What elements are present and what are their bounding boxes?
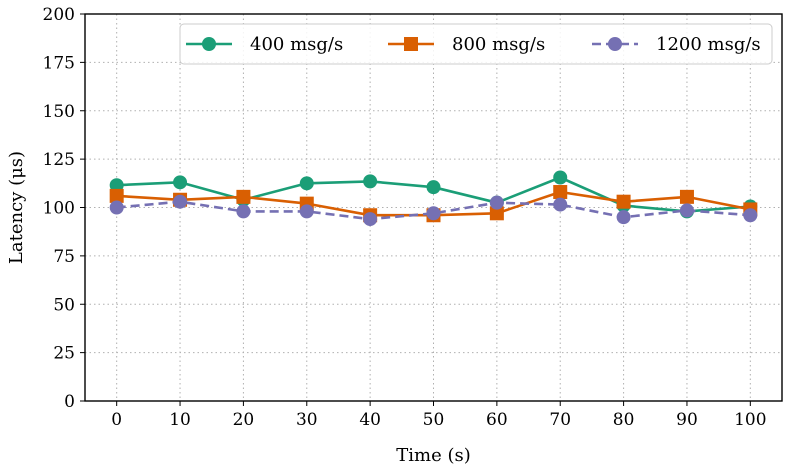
y-tick-label: 175: [43, 53, 75, 73]
series-line: [116, 200, 751, 221]
data-point: [236, 204, 251, 219]
data-point: [109, 200, 124, 215]
x-tick-label: 40: [359, 410, 381, 430]
data-point: [743, 208, 758, 223]
series-3: [109, 194, 758, 227]
legend-label: 1200 msg/s: [656, 34, 761, 55]
data-point: [616, 210, 631, 225]
x-tick-label: 50: [423, 410, 445, 430]
data-point: [426, 180, 441, 195]
x-tick-label: 70: [549, 410, 571, 430]
data-point: [109, 188, 124, 203]
x-tick-label: 30: [296, 410, 318, 430]
data-point: [299, 204, 314, 219]
data-point: [489, 206, 504, 221]
y-tick-label: 0: [64, 392, 75, 412]
legend-label: 400 msg/s: [250, 34, 343, 55]
x-tick-label: 10: [169, 410, 191, 430]
y-tick-label: 100: [43, 199, 75, 219]
y-tick-label: 25: [53, 344, 75, 364]
legend-marker: [608, 37, 622, 51]
legend-marker: [404, 37, 418, 51]
data-point: [236, 189, 251, 204]
x-tick-label: 100: [734, 410, 766, 430]
y-tick-label: 150: [43, 102, 75, 122]
legend-box: [179, 23, 773, 65]
data-point: [299, 176, 314, 191]
data-point: [489, 195, 504, 210]
data-point: [553, 170, 568, 185]
data-point: [679, 189, 694, 204]
y-tick-label: 75: [53, 247, 75, 267]
data-point: [616, 194, 631, 209]
x-tick-label: 0: [111, 410, 122, 430]
x-tick-label: 20: [233, 410, 255, 430]
series-layer: [109, 170, 758, 227]
data-point: [426, 206, 441, 221]
legend-entry: 1200 msg/s: [592, 34, 761, 55]
data-point: [363, 174, 378, 189]
y-tick-label: 200: [43, 5, 75, 25]
legend-entry: 800 msg/s: [388, 34, 545, 55]
x-axis-label: Time (s): [396, 445, 471, 466]
y-tick-label: 50: [53, 295, 75, 315]
ticks: 0 10 20 30 40 50 60 70 80 90 100 0 25 50 75 100 125 150 17…: [43, 5, 767, 430]
legend-entry: 400 msg/s: [186, 34, 343, 55]
legend-marker: [202, 37, 216, 51]
data-point: [173, 175, 188, 190]
data-point: [553, 197, 568, 212]
y-tick-label: 125: [43, 150, 75, 170]
legend: 400 msg/s 800 msg/s 1200 msg/s: [179, 23, 773, 65]
data-point: [553, 185, 568, 200]
x-tick-label: 90: [676, 410, 698, 430]
data-point: [109, 178, 124, 193]
data-point: [679, 203, 694, 218]
x-tick-label: 60: [486, 410, 508, 430]
x-tick-label: 80: [613, 410, 635, 430]
data-point: [173, 194, 188, 209]
legend-label: 800 msg/s: [452, 34, 545, 55]
data-point: [363, 212, 378, 227]
y-axis-label: Latency (μs): [6, 151, 27, 264]
